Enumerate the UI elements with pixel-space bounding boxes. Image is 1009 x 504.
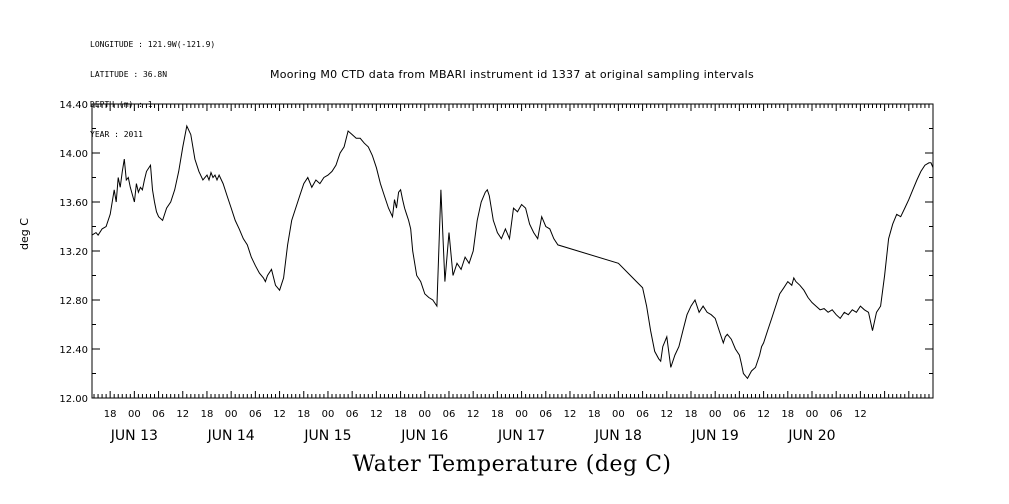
x-tick-label: 18 (685, 409, 698, 420)
x-tick-label: 12 (854, 409, 867, 420)
latitude-text: LATITUDE : 36.8N (90, 70, 168, 79)
x-day-label: JUN 15 (303, 428, 351, 444)
x-tick-label: 18 (491, 409, 504, 420)
x-tick-label: 18 (588, 409, 601, 420)
x-tick-label: 00 (418, 409, 431, 420)
plot-frame (91, 103, 934, 399)
x-tick-label: 06 (443, 409, 456, 420)
y-tick-label: 12.40 (59, 345, 88, 356)
x-axis-ticks: 18 00 06 12 18 00 06 12 18 00 06 12 18 00 06 12 18 00 06 12… (93, 104, 934, 444)
x-tick-label: 12 (757, 409, 770, 420)
x-day-label: JUN 17 (497, 428, 545, 444)
x-tick-label: 18 (394, 409, 407, 420)
x-day-label: JUN 13 (110, 428, 158, 444)
x-tick-label: 12 (467, 409, 480, 420)
x-tick-label: 18 (781, 409, 794, 420)
x-tick-label: 18 (201, 409, 214, 420)
y-axis-ticks: 12.00 12.40 12.80 13.20 13.60 14.00 14.40 (59, 100, 933, 405)
chart-title: Mooring M0 CTD data from MBARI instrumen… (269, 68, 755, 81)
y-tick-label: 12.80 (59, 296, 88, 307)
x-tick-label: 12 (564, 409, 577, 420)
y-tick-label: 12.00 (59, 394, 88, 405)
year-text: YEAR : 2011 (90, 130, 143, 139)
x-tick-label: 06 (539, 409, 552, 420)
x-day-label: JUN 16 (400, 428, 448, 444)
x-day-label: JUN 14 (207, 428, 255, 444)
x-tick-label: 12 (660, 409, 673, 420)
x-tick-label: 06 (636, 409, 649, 420)
x-tick-label: 12 (370, 409, 383, 420)
x-day-label: JUN 19 (691, 428, 739, 444)
x-tick-label: 06 (830, 409, 843, 420)
x-tick-label: 06 (733, 409, 746, 420)
y-tick-label: 13.60 (59, 198, 88, 209)
x-tick-label: 00 (322, 409, 335, 420)
x-day-label: JUN 18 (594, 428, 642, 444)
x-tick-label: 00 (612, 409, 625, 420)
x-tick-label: 12 (273, 409, 286, 420)
x-tick-label: 18 (297, 409, 310, 420)
y-tick-label: 14.40 (59, 100, 88, 111)
x-tick-label: 06 (346, 409, 359, 420)
x-tick-label: 06 (152, 409, 165, 420)
x-tick-label: 00 (515, 409, 528, 420)
x-tick-label: 12 (176, 409, 189, 420)
x-day-label: JUN 20 (787, 428, 835, 444)
longitude-text: LONGITUDE : 121.9W(-121.9) (90, 40, 216, 49)
x-tick-label: 18 (104, 409, 117, 420)
x-tick-label: 00 (806, 409, 819, 420)
x-tick-label: 00 (225, 409, 238, 420)
x-tick-label: 00 (128, 409, 141, 420)
x-axis-label: Water Temperature (deg C) (352, 452, 672, 477)
y-tick-label: 14.00 (59, 149, 88, 160)
y-tick-label: 13.20 (59, 247, 88, 258)
x-tick-label: 00 (709, 409, 722, 420)
water-temperature-line (91, 124, 934, 380)
x-tick-label: 06 (249, 409, 262, 420)
